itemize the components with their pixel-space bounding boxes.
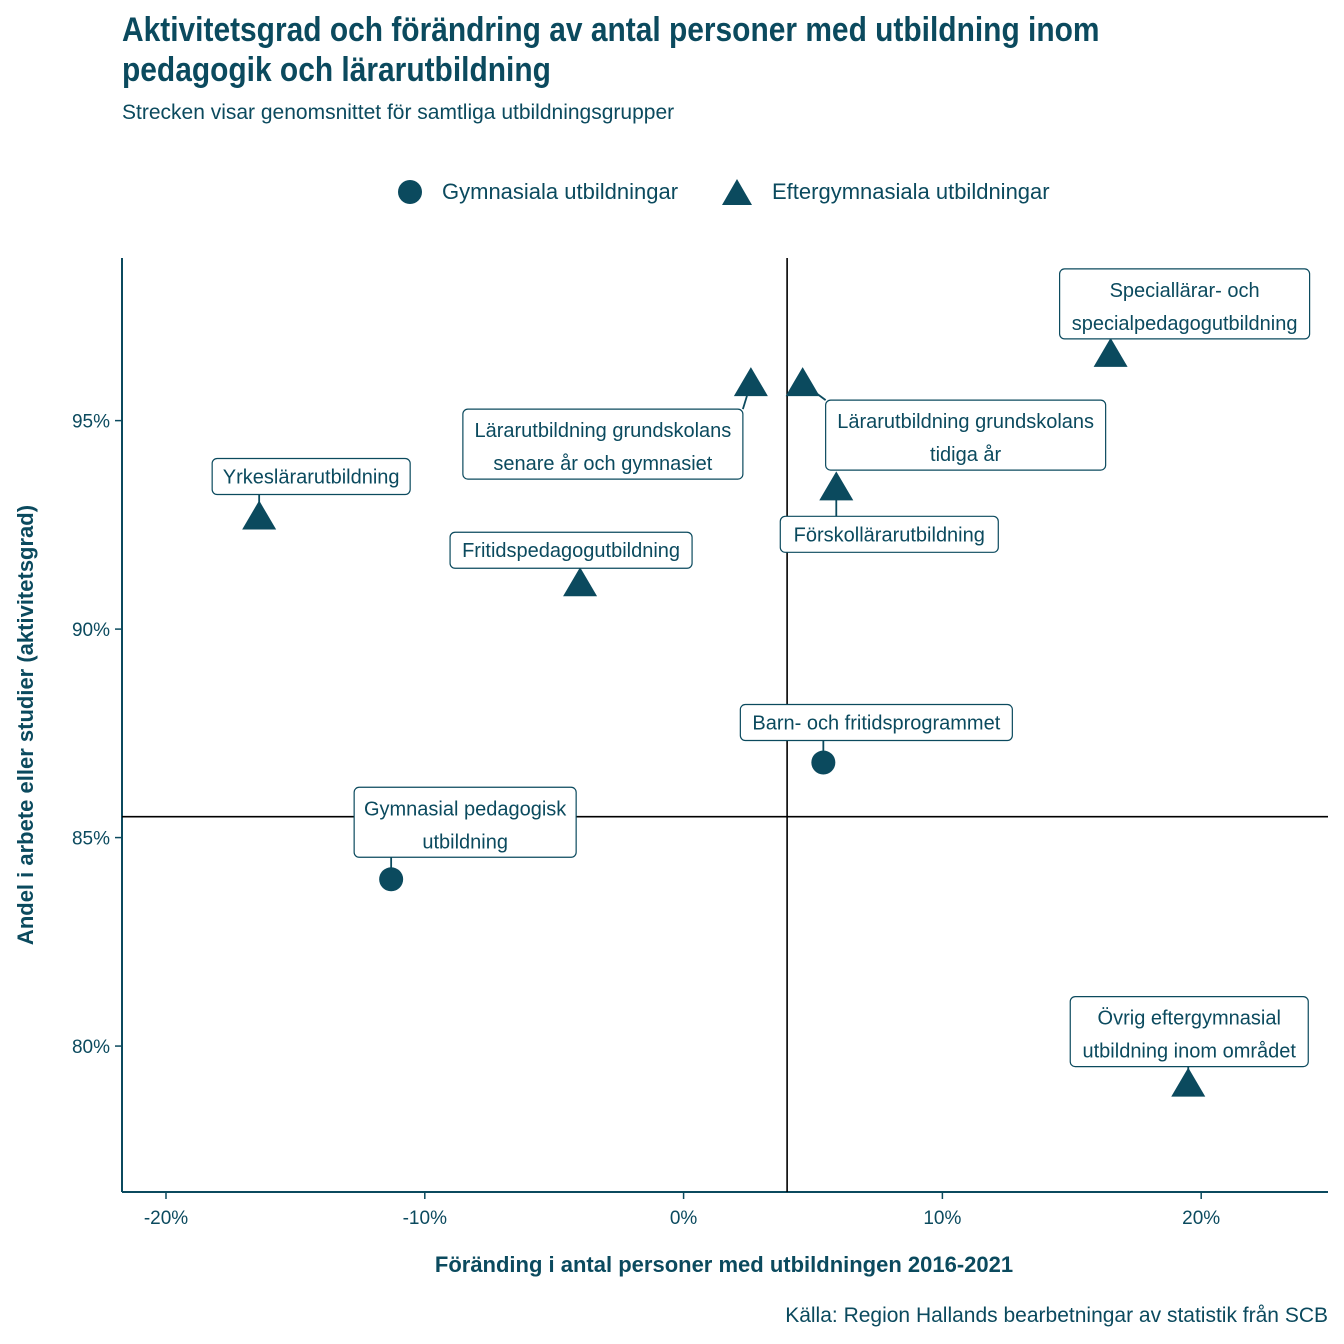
- chart-subtitle: Strecken visar genomsnittet för samtliga…: [122, 101, 675, 124]
- point-label-lararutbildning-grundskolans-senare-ar-och-gymnasiet: Lärarutbildning grundskolans senare år oc…: [474, 420, 731, 475]
- label-box: [739, 703, 1013, 742]
- triangle-icon: [722, 179, 752, 205]
- point-label-yrkeslararutbildning: Yrkeslärarutbildning: [223, 467, 400, 489]
- label-box: [449, 531, 693, 569]
- point-yrkeslararutbildning: [242, 500, 277, 530]
- legend-label-eftergymnasiala: Eftergymnasiala utbildningar: [772, 179, 1050, 204]
- point-label-gymnasial-pedagogisk-utbildning: Gymnasial pedagogisk utbildning: [364, 798, 567, 853]
- chart-title: Aktivitetsgrad och förändring av antal p…: [122, 11, 1100, 89]
- y-tick-label: 95%: [72, 412, 110, 433]
- x-tick-label: 20%: [1182, 1208, 1220, 1229]
- point-label-fritidspedagogutbildning: Fritidspedagogutbildning: [462, 540, 680, 562]
- circle-icon: [398, 180, 422, 204]
- point-lararutbildning-grundskolans-senare-ar-och-gymnasiet: [733, 367, 768, 397]
- point-lararutbildning-grundskolans-tidiga-ar: [785, 367, 820, 397]
- point-fritidspedagogutbildning: [563, 567, 598, 597]
- point-forskollararutbildning: [819, 471, 854, 501]
- label-box: [211, 457, 411, 496]
- label-box: [1069, 995, 1309, 1068]
- legend-item-gymnasiala: Gymnasiala utbildningar: [396, 172, 678, 212]
- y-tick-label: 90%: [72, 620, 110, 641]
- x-axis-title: Föränding i antal personer med utbildnin…: [434, 1252, 1014, 1277]
- label-box: [353, 786, 577, 858]
- point-label-barn-och-fritidsprogrammet: Barn- och fritidsprogrammet: [752, 713, 1000, 735]
- x-tick-label: -20%: [144, 1208, 188, 1229]
- legend-label-gymnasiala: Gymnasiala utbildningar: [442, 179, 679, 204]
- legend-item-eftergymnasiala: Eftergymnasiala utbildningar: [720, 172, 1050, 212]
- point-barn-och-fritidsprogrammet: [811, 750, 836, 775]
- point-speciallarar-och-specialpedagogutbildning: [1093, 337, 1128, 367]
- source-caption: Källa: Region Hallands bearbetningar av …: [785, 1304, 1328, 1327]
- label-box: [462, 408, 744, 480]
- point-label-speciallarar-och-specialpedagogutbildning: Speciallärar- och specialpedagogutbildnin…: [1072, 280, 1298, 335]
- point-gymnasial-pedagogisk-utbildning: [379, 867, 404, 892]
- point-label-forskollararutbildning: Förskollärarutbildning: [794, 524, 985, 546]
- point-label-lararutbildning-grundskolans-tidiga-ar: Lärarutbildning grundskolans tidiga år: [837, 411, 1094, 466]
- y-tick-label: 80%: [72, 1037, 110, 1058]
- label-box: [779, 515, 999, 553]
- x-tick-label: 10%: [923, 1208, 961, 1229]
- legend: Gymnasiala utbildningar Eftergymnasiala …: [0, 172, 1344, 212]
- x-tick-label: 0%: [670, 1208, 698, 1229]
- y-tick-label: 85%: [72, 829, 110, 850]
- point-label-ovrig-eftergymnasial-utbildning-inom-omradet: Övrig eftergymnasial utbildning inom områ…: [1083, 1008, 1297, 1063]
- y-axis-title: Andel i arbete eller studier (aktivitets…: [13, 504, 38, 946]
- label-box: [1059, 268, 1311, 340]
- x-tick-label: -10%: [403, 1208, 447, 1229]
- point-ovrig-eftergymnasial-utbildning-inom-omradet: [1171, 1067, 1206, 1097]
- label-box: [825, 399, 1107, 471]
